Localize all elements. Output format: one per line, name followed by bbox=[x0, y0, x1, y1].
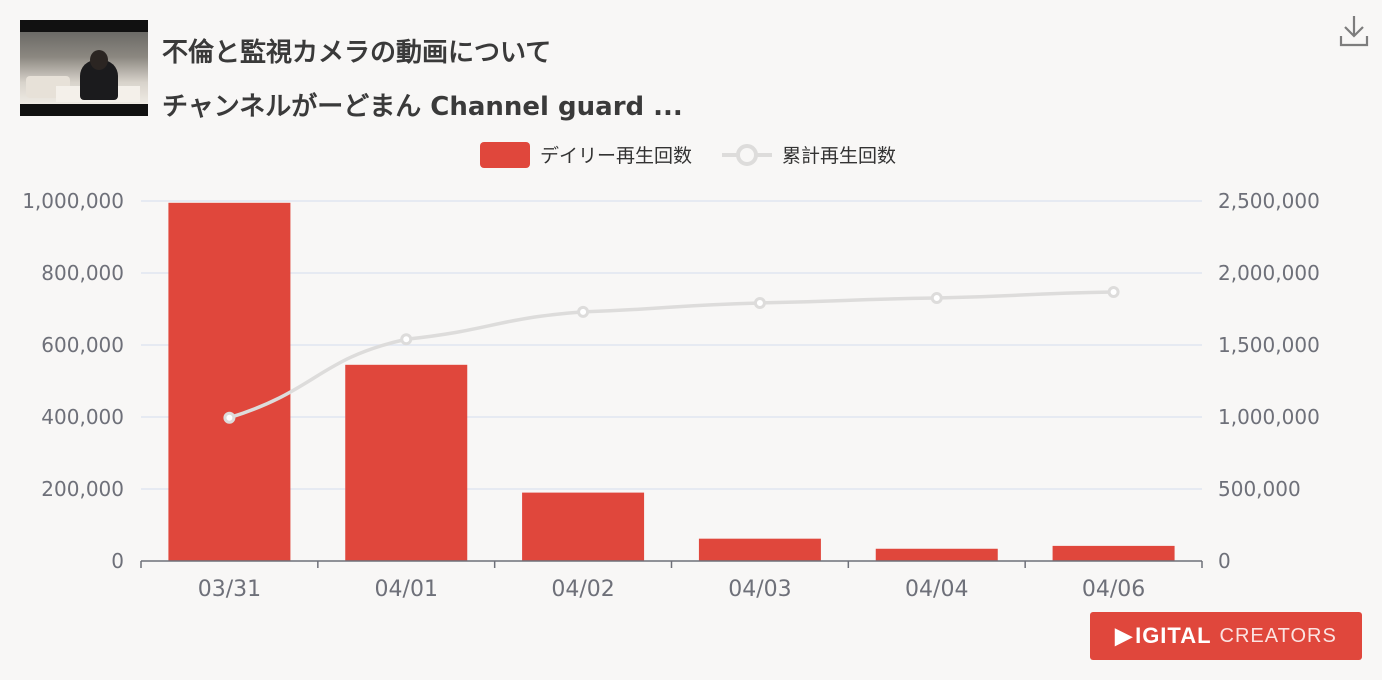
legend-line-label[interactable]: 累計再生回数 bbox=[782, 145, 896, 167]
x-tick-label: 04/03 bbox=[728, 577, 791, 602]
video-thumbnail[interactable] bbox=[20, 20, 148, 116]
y-left-tick-label: 600,000 bbox=[41, 333, 124, 357]
y-left-tick-label: 0 bbox=[111, 549, 124, 573]
cumulative-views-point[interactable] bbox=[577, 305, 590, 318]
y-left-tick-label: 200,000 bbox=[41, 477, 124, 501]
x-tick-label: 04/01 bbox=[375, 577, 438, 602]
video-title-line2: チャンネルがーどまん Channel guard ... bbox=[162, 92, 683, 122]
y-right-tick-label: 1,000,000 bbox=[1218, 405, 1320, 429]
cumulative-views-line bbox=[228, 290, 1114, 420]
legend-bar-label[interactable]: デイリー再生回数 bbox=[540, 145, 692, 167]
legend[interactable]: デイリー再生回数 累計再生回数 bbox=[480, 142, 896, 168]
cumulative-line bbox=[223, 286, 1120, 424]
daily-views-bar[interactable] bbox=[345, 364, 468, 561]
cumulative-views-point[interactable] bbox=[223, 411, 236, 424]
legend-bar-swatch[interactable] bbox=[480, 142, 530, 168]
video-title[interactable]: 不倫と監視カメラの動画について チャンネルがーどまん Channel guard… bbox=[162, 26, 782, 134]
logo-word-digital: IGITAL bbox=[1135, 623, 1212, 648]
cumulative-views-point[interactable] bbox=[1107, 286, 1120, 299]
download-icon[interactable] bbox=[1338, 14, 1370, 48]
daily-views-bar[interactable] bbox=[875, 548, 998, 561]
y-left-tick-label: 800,000 bbox=[41, 261, 124, 285]
digital-creators-logo: ▶ IGITAL CREATORS bbox=[1090, 612, 1362, 660]
logo-mark: ▶ bbox=[1115, 623, 1134, 648]
video-title-line1: 不倫と監視カメラの動画について bbox=[162, 38, 552, 68]
grid bbox=[141, 200, 1202, 490]
x-axis: 03/31 04/01 04/02 04/03 04/04 04/06 bbox=[140, 560, 1203, 602]
x-tick-label: 04/02 bbox=[551, 577, 614, 602]
x-tick-label: 04/04 bbox=[905, 577, 968, 602]
daily-views-bar[interactable] bbox=[698, 538, 821, 561]
y-right-tick-label: 1,500,000 bbox=[1218, 333, 1320, 357]
x-tick-label: 04/06 bbox=[1082, 577, 1145, 602]
bars bbox=[168, 202, 1175, 562]
y-right-tick-label: 0 bbox=[1218, 549, 1231, 573]
cumulative-views-point[interactable] bbox=[400, 333, 413, 346]
y-right-tick-label: 500,000 bbox=[1218, 477, 1301, 501]
chart: デイリー再生回数 累計再生回数 0 200,000 400,000 600,000 80… bbox=[22, 142, 1320, 602]
daily-views-bar[interactable] bbox=[522, 492, 645, 561]
y-right-tick-label: 2,500,000 bbox=[1218, 189, 1320, 213]
cumulative-views-point[interactable] bbox=[753, 296, 766, 309]
y-left-tick-label: 400,000 bbox=[41, 405, 124, 429]
y-right-tick-label: 2,000,000 bbox=[1218, 261, 1320, 285]
daily-views-bar[interactable] bbox=[1052, 545, 1175, 561]
cumulative-views-point[interactable] bbox=[930, 292, 943, 305]
logo-word-creators: CREATORS bbox=[1219, 624, 1337, 647]
x-tick-label: 03/31 bbox=[198, 577, 261, 602]
left-axis: 0 200,000 400,000 600,000 800,000 1,000,000 bbox=[22, 189, 124, 573]
thumbnail-head bbox=[90, 50, 108, 70]
y-left-tick-label: 1,000,000 bbox=[22, 189, 124, 213]
daily-views-bar[interactable] bbox=[168, 202, 291, 562]
right-axis: 0 500,000 1,000,000 1,500,000 2,000,000 2,500… bbox=[1218, 189, 1320, 573]
legend-line-marker[interactable] bbox=[736, 144, 758, 166]
